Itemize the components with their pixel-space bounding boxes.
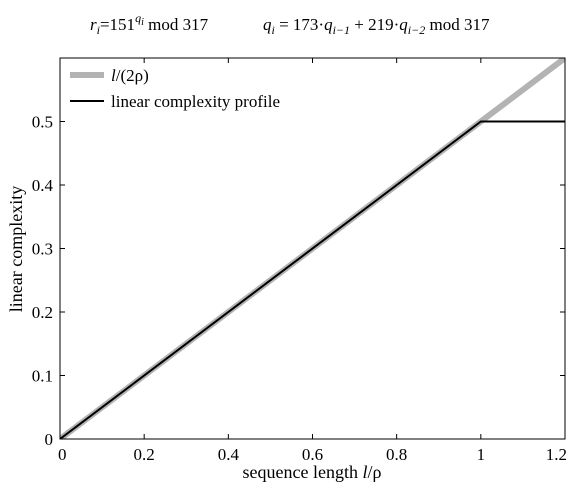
legend-label-linear-complexity-profile: linear complexity profile <box>111 92 280 111</box>
x-tick-label: 1.2 <box>546 445 567 464</box>
x-tick-label: 0.8 <box>386 445 407 464</box>
series-layer <box>60 58 565 439</box>
x-tick-label: 0.6 <box>302 445 323 464</box>
y-tick-label: 0.3 <box>32 240 53 259</box>
y-tick-label: 0.4 <box>32 176 54 195</box>
tick-layer: 0 0.2 0.4 0.6 0.8 1 1.2 0 0.1 0.2 0.3 0.4 0.5 <box>32 58 567 464</box>
chart-title-left: ri=151qi mod 317 <box>90 11 209 37</box>
x-tick-label: 1 <box>477 445 486 464</box>
x-tick-label: 0.4 <box>218 445 240 464</box>
x-axis-label: sequence length l/ρ <box>243 462 382 482</box>
y-tick-label: 0.2 <box>32 303 53 322</box>
series-line-linear-complexity-profile <box>60 120 565 439</box>
y-axis-label: linear complexity <box>6 186 26 312</box>
y-tick-label: 0.5 <box>32 113 53 132</box>
x-tick-label: 0 <box>58 445 67 464</box>
x-tick-label: 0.2 <box>134 445 155 464</box>
legend: l/(2ρ) linear complexity profile <box>70 66 280 111</box>
legend-label-l-over-2rho: l/(2ρ) <box>111 66 149 85</box>
y-tick-label: 0.1 <box>32 367 53 386</box>
y-tick-label: 0 <box>45 430 54 449</box>
chart-title-right: qi = 173·qi−1 + 219·qi−2 mod 317 <box>263 15 490 37</box>
